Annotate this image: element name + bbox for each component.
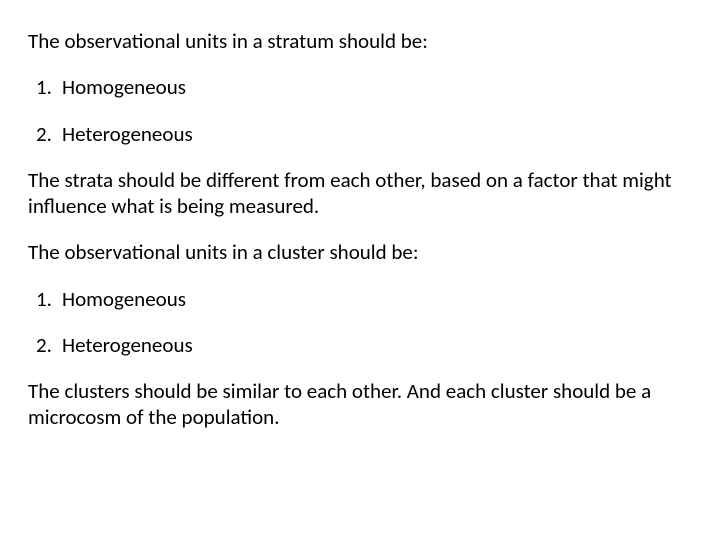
list-item: 2. Heterogeneous — [36, 121, 692, 147]
list-item: 2. Heterogeneous — [36, 332, 692, 358]
option-label: Homogeneous — [62, 74, 186, 100]
stratum-explanation: The strata should be different from each… — [28, 167, 692, 220]
option-label: Homogeneous — [62, 286, 186, 312]
option-label: Heterogeneous — [62, 332, 193, 358]
option-number: 1. — [36, 74, 62, 100]
cluster-explanation: The clusters should be similar to each o… — [28, 378, 692, 431]
option-number: 2. — [36, 121, 62, 147]
stratum-options: 1. Homogeneous 2. Heterogeneous — [28, 74, 692, 147]
stratum-question: The observational units in a stratum sho… — [28, 28, 692, 54]
cluster-question: The observational units in a cluster sho… — [28, 239, 692, 265]
option-number: 2. — [36, 332, 62, 358]
slide: The observational units in a stratum sho… — [0, 0, 720, 540]
list-item: 1. Homogeneous — [36, 74, 692, 100]
cluster-options: 1. Homogeneous 2. Heterogeneous — [28, 286, 692, 359]
list-item: 1. Homogeneous — [36, 286, 692, 312]
option-number: 1. — [36, 286, 62, 312]
option-label: Heterogeneous — [62, 121, 193, 147]
